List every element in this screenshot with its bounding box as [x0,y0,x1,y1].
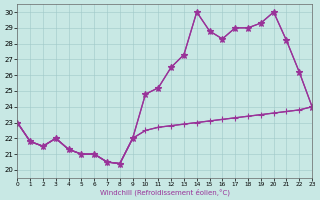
X-axis label: Windchill (Refroidissement éolien,°C): Windchill (Refroidissement éolien,°C) [100,188,230,196]
